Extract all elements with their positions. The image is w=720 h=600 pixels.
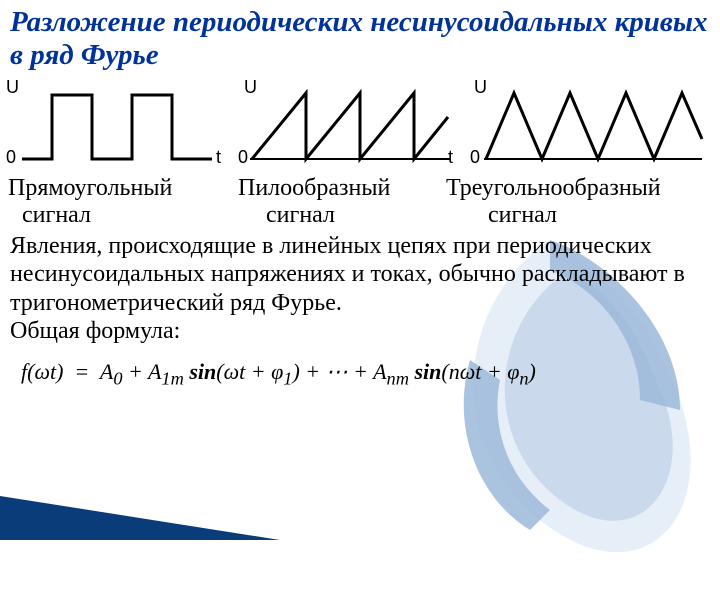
caption-triangle: Треугольнообразный сигнал [446,175,706,230]
chart-sawtooth: U 0 t [238,77,466,173]
corner-decoration [0,496,280,540]
caption-sawtooth: Пилообразный сигнал [238,175,446,230]
triangle-wave-svg [470,77,706,173]
caption-line1: Треугольнообразный [446,175,661,201]
captions-row: Прямоугольный сигнал Пилообразный сигнал… [0,173,720,230]
body-line-2: Общая формула: [10,318,180,344]
caption-line2: сигнал [238,202,335,228]
page-title: Разложение периодических несинусоидальны… [0,0,720,73]
sawtooth-wave-svg [238,77,466,173]
axis-origin-label: 0 [238,147,248,168]
body-paragraph: Явления, происходящие в линейных цепях п… [0,230,720,345]
chart-square: U 0 t [6,77,234,173]
charts-row: U 0 t U 0 t U 0 [0,73,720,173]
chart-triangle: U 0 [470,77,706,173]
axis-origin-label: 0 [6,147,16,168]
axis-origin-label: 0 [470,147,480,168]
caption-line1: Прямоугольный [8,175,172,201]
axis-x-label: t [448,147,453,168]
axis-y-label: U [6,77,19,98]
caption-line2: сигнал [8,202,91,228]
axis-x-label: t [216,147,221,168]
fourier-formula: f(ωt) = A0 + A1m sin(ωt + φ1) + ⋯ + Anm … [0,345,720,389]
caption-line2: сигнал [446,202,557,228]
square-wave-svg [6,77,234,173]
axis-y-label: U [474,77,487,98]
caption-square: Прямоугольный сигнал [0,175,238,230]
caption-line1: Пилообразный [238,175,390,201]
body-line-1: Явления, происходящие в линейных цепях п… [10,233,685,316]
axis-y-label: U [244,77,257,98]
